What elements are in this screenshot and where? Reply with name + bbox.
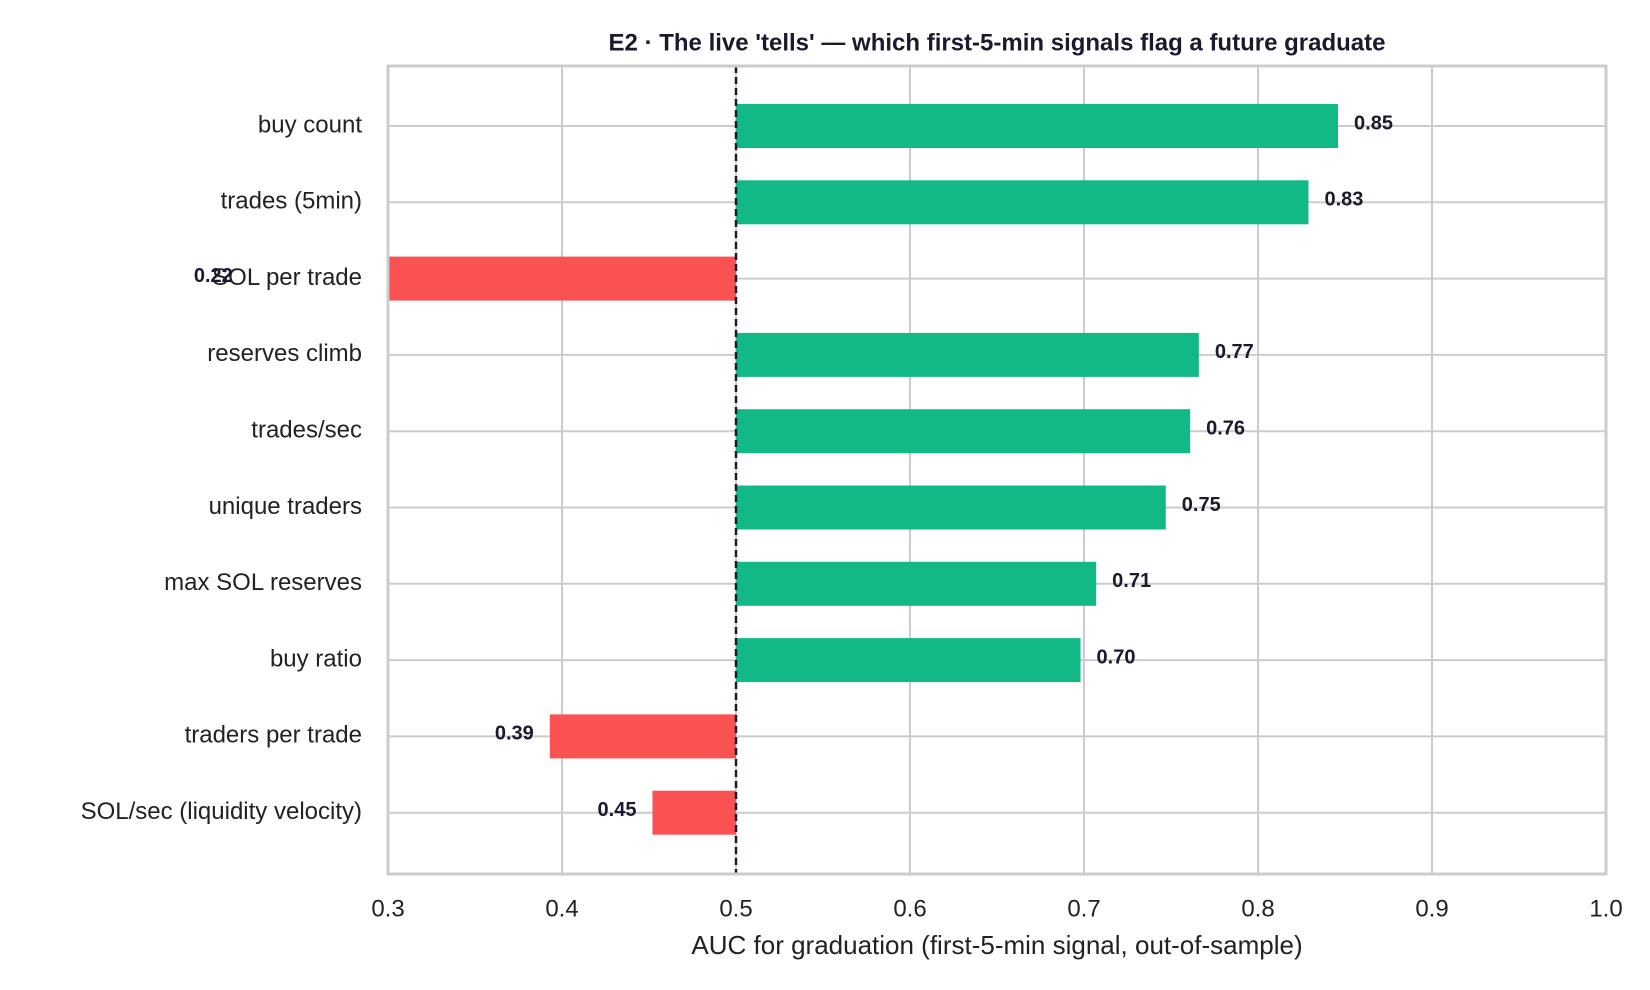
value-label: 0.22 (194, 265, 233, 287)
x-axis-label: AUC for graduation (first-5-min signal, … (691, 930, 1302, 960)
value-label: 0.45 (598, 799, 637, 821)
bar (736, 409, 1191, 454)
y-tick-label: traders per trade (185, 722, 362, 749)
y-tick-label: SOL per trade (212, 264, 362, 291)
y-tick-label: max SOL reserves (164, 569, 362, 596)
bar (549, 714, 736, 759)
value-label: 0.83 (1324, 189, 1363, 211)
bar (736, 104, 1339, 148)
bar (736, 485, 1166, 530)
y-tick-label: buy ratio (270, 645, 362, 672)
x-tick-label: 0.3 (371, 895, 404, 922)
bar (736, 180, 1309, 225)
x-tick-label: 0.9 (1415, 895, 1448, 922)
value-label: 0.71 (1112, 570, 1151, 592)
y-tick-label: SOL/sec (liquidity velocity) (81, 798, 362, 825)
chart-title: E2 · The live 'tells' — which first-5-mi… (609, 29, 1386, 56)
y-tick-label: buy count (258, 111, 362, 138)
bar (736, 561, 1097, 606)
x-tick-label: 0.8 (1241, 895, 1274, 922)
plot-frame (386, 64, 1608, 876)
bar (736, 332, 1199, 377)
value-label: 0.75 (1182, 494, 1221, 516)
y-tick-label: trades/sec (251, 417, 362, 444)
x-tick-label: 0.4 (545, 895, 578, 922)
value-label: 0.85 (1354, 112, 1393, 134)
bar (388, 256, 737, 301)
y-tick-label: unique traders (209, 493, 362, 520)
x-tick-label: 0.7 (1067, 895, 1100, 922)
bar (736, 638, 1081, 683)
value-label: 0.70 (1097, 646, 1136, 668)
bar (652, 790, 736, 835)
y-tick-label: trades (5min) (221, 188, 362, 215)
x-tick-label: 0.5 (719, 895, 752, 922)
x-tick-label: 0.6 (893, 895, 926, 922)
x-tick-label: 1.0 (1589, 895, 1622, 922)
value-label: 0.77 (1215, 341, 1254, 363)
y-tick-label: reserves climb (207, 340, 362, 367)
value-label: 0.76 (1206, 417, 1245, 439)
value-label: 0.39 (495, 723, 534, 745)
